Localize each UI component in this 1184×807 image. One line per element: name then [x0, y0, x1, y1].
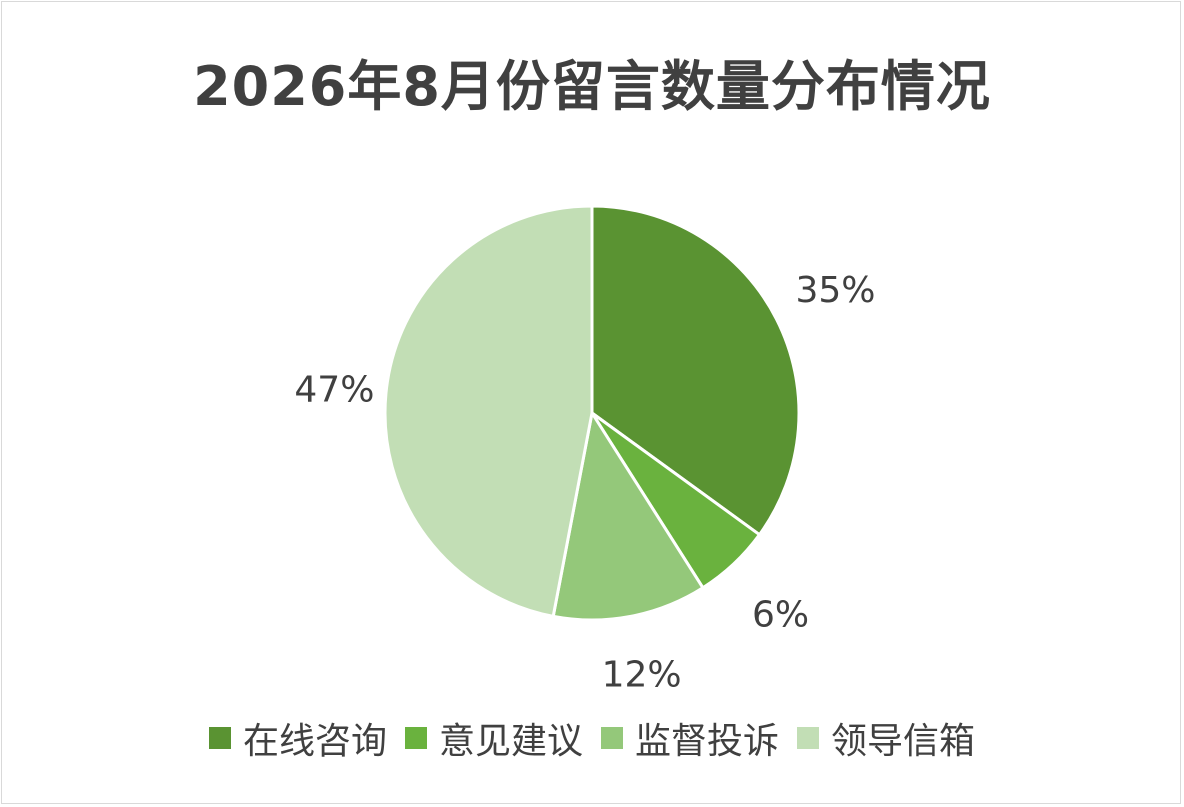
legend-label-0: 在线咨询 [242, 721, 387, 762]
legend-swatch-1 [404, 727, 427, 749]
legend-swatch-3 [797, 727, 820, 749]
data-label-1: 6% [752, 595, 809, 636]
legend-item-0: 在线咨询 [208, 712, 387, 764]
data-label-0: 35% [795, 270, 875, 311]
legend-label-1: 意见建议 [438, 721, 583, 762]
chart-title: 2026年8月份留言数量分布情况 [193, 55, 991, 118]
pie-slice-2 [551, 411, 705, 622]
pie-slice-0 [590, 204, 801, 537]
legend-label-3: 领导信箱 [831, 721, 976, 762]
data-label-2: 12% [602, 654, 682, 695]
legend-swatch-2 [601, 727, 623, 749]
legend-item-1: 意见建议 [404, 712, 583, 764]
legend-item-2: 监督投诉 [601, 712, 779, 764]
legend-swatch-0 [208, 727, 231, 749]
data-label-3: 47% [294, 370, 374, 411]
legend-item-3: 领导信箱 [797, 712, 975, 764]
legend: 在线咨询 意见建议 监督投诉 领导信箱 [0, 712, 1184, 764]
legend-label-2: 监督投诉 [635, 721, 780, 762]
pie-slices [383, 204, 801, 622]
pie-slice-3 [383, 204, 594, 618]
pie-data-labels: 35% 6% 12% 47% [294, 270, 875, 695]
